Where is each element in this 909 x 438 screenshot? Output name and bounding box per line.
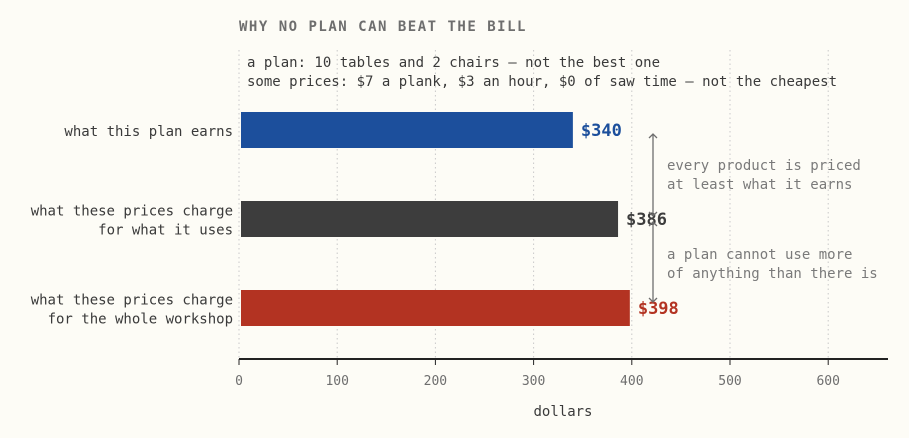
x-tick-label: 100 <box>325 374 348 389</box>
bar <box>241 201 619 237</box>
category-label: for the whole workshop <box>48 312 233 328</box>
category-label: for what it uses <box>98 223 233 239</box>
x-tick-label: 500 <box>718 374 741 389</box>
bar <box>241 290 630 326</box>
x-tick-label: 400 <box>620 374 643 389</box>
category-label: what these prices charge <box>31 293 233 309</box>
annotation-text: every product is priced <box>667 158 861 174</box>
x-tick-label: 0 <box>235 374 243 389</box>
annotation-text: of anything than there is <box>667 266 878 282</box>
x-tick-label: 300 <box>522 374 545 389</box>
x-tick-label: 200 <box>424 374 447 389</box>
category-label: what these prices charge <box>31 204 233 220</box>
chart-title: WHY NO PLAN CAN BEAT THE BILL <box>239 19 527 35</box>
category-label: what this plan earns <box>64 124 233 140</box>
chart-subtitle-line-2: some prices: $7 a plank, $3 an hour, $0 … <box>247 74 837 90</box>
x-tick-label: 600 <box>816 374 839 389</box>
annotation-text: a plan cannot use more <box>667 247 852 263</box>
bar-value-label: $386 <box>626 210 667 230</box>
bar-value-label: $340 <box>581 121 622 141</box>
bar <box>241 112 573 148</box>
chart-subtitle-line-1: a plan: 10 tables and 2 chairs — not the… <box>247 55 660 71</box>
bar-value-label: $398 <box>638 299 679 319</box>
annotation-text: at least what it earns <box>667 177 852 193</box>
x-axis-label: dollars <box>533 404 592 420</box>
